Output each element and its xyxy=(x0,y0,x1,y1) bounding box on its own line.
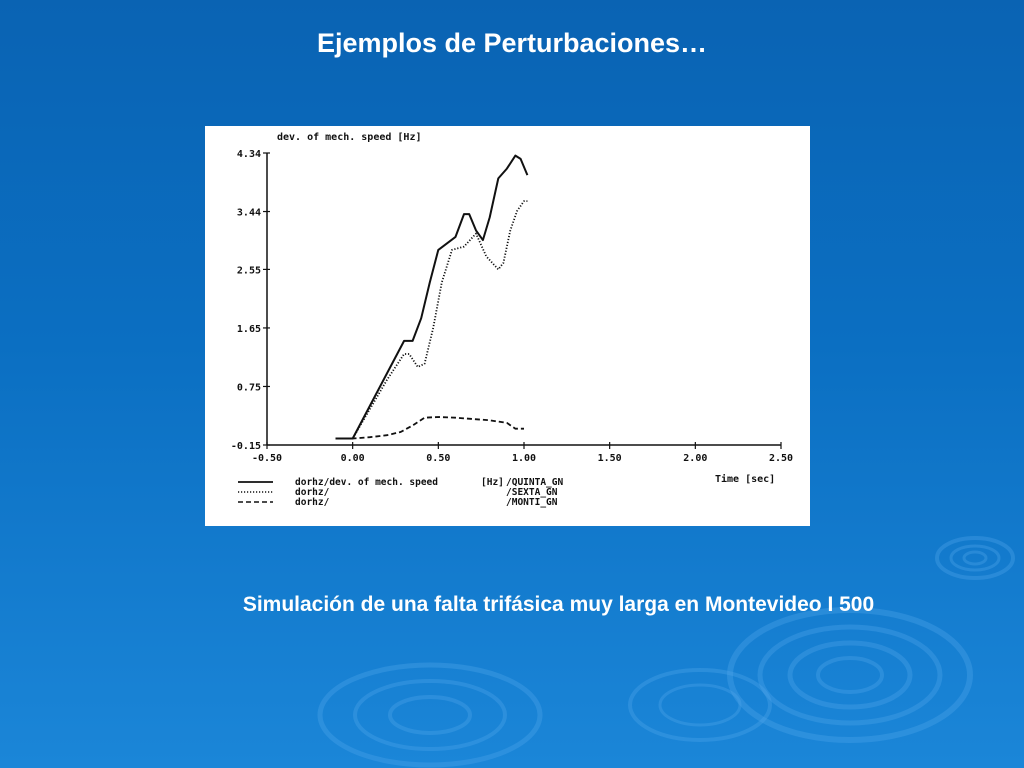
legend-series-name: /SEXTA_GN xyxy=(506,487,558,498)
legend-label: dorhz/dev. of mech. speed xyxy=(295,477,438,488)
series-line-sexta-gn xyxy=(335,200,528,440)
legend: dorhz/dev. of mech. speed [Hz]/QUINTA_GNd… xyxy=(238,477,563,508)
speed-deviation-chart: dev. of mech. speed [Hz] Time [sec] -0.1… xyxy=(231,132,793,508)
chart-figure: dev. of mech. speed [Hz] Time [sec] -0.1… xyxy=(205,126,810,526)
series-line-quinta-gn xyxy=(335,154,529,440)
legend-label: dorhz/ xyxy=(295,497,330,508)
x-tick-label: 1.50 xyxy=(598,453,622,464)
plot-axes: -0.15 0.75 1.65 2.55 3.44 4.34 -0.50 0.00 0.50 1.… xyxy=(231,149,793,464)
slide-title: Ejemplos de Perturbaciones… xyxy=(316,28,708,58)
legend-series-name: /QUINTA_GN xyxy=(506,477,563,488)
y-tick-label: 4.34 xyxy=(237,149,261,160)
x-tick-label: 2.00 xyxy=(683,453,707,464)
x-axis-label: Time [sec] xyxy=(715,473,775,485)
series-layer xyxy=(335,154,529,440)
y-tick-label: 1.65 xyxy=(237,324,261,335)
x-tick-label: -0.50 xyxy=(252,453,282,464)
y-tick-label: 2.55 xyxy=(237,265,261,276)
slide-caption: Simulación de una falta trifásica muy la… xyxy=(242,593,875,616)
y-axis-label: dev. of mech. speed [Hz] xyxy=(277,132,422,143)
x-tick-label: 1.00 xyxy=(512,453,536,464)
x-tick-label: 0.00 xyxy=(341,453,365,464)
legend-series-name: /MONTI_GN xyxy=(506,497,558,508)
series-line-monti-gn xyxy=(335,416,524,440)
y-tick-label: 0.75 xyxy=(237,382,261,393)
legend-label: dorhz/ xyxy=(295,487,330,498)
x-tick-label: 2.50 xyxy=(769,453,793,464)
y-tick-label: -0.15 xyxy=(231,441,261,452)
x-tick-label: 0.50 xyxy=(426,453,450,464)
legend-unit: [Hz] xyxy=(481,477,504,488)
y-tick-label: 3.44 xyxy=(237,208,261,219)
